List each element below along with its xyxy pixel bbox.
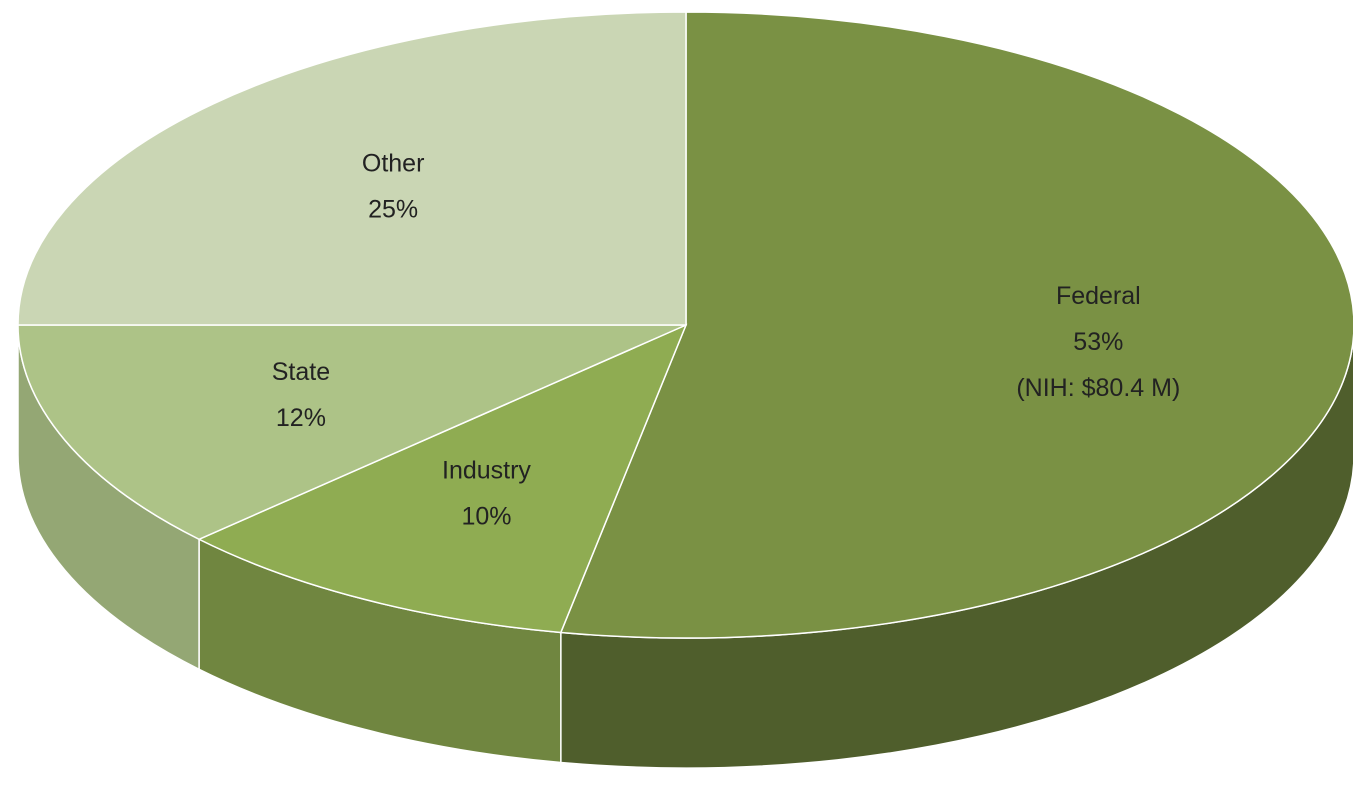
slice-value-label: 12% bbox=[276, 404, 326, 432]
pie-labels: Federal 53% (NIH: $80.4 M) Industry 10% State… bbox=[272, 149, 1181, 530]
slice-category-label: State bbox=[272, 358, 330, 386]
pie-slice bbox=[17, 324, 687, 541]
slice-category-label: Industry bbox=[442, 457, 531, 485]
pie-tops bbox=[17, 11, 1353, 639]
slice-category-label: Federal bbox=[1056, 282, 1141, 310]
pie-slice bbox=[559, 11, 1353, 639]
slice-annotation: (NIH: $80.4 M) bbox=[1016, 374, 1180, 402]
slice-value-label: 10% bbox=[461, 503, 511, 531]
slice-category-label: Other bbox=[362, 149, 425, 177]
slice-value-label: 25% bbox=[368, 195, 418, 223]
slice-value-label: 53% bbox=[1073, 328, 1123, 356]
pie-slice bbox=[197, 323, 688, 634]
pie-slice bbox=[17, 11, 687, 326]
pie-sides bbox=[17, 324, 1353, 769]
